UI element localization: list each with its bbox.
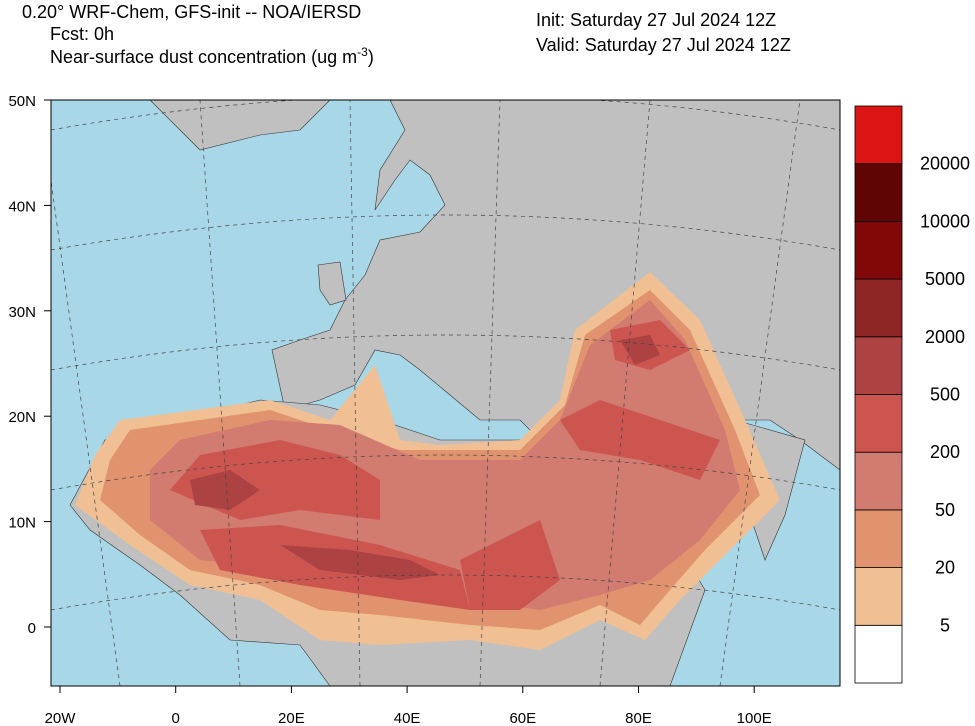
colorbar-label: 20000 bbox=[920, 154, 970, 174]
colorbar-box bbox=[854, 336, 903, 395]
colorbar-box bbox=[854, 509, 903, 568]
colorbar-box bbox=[854, 567, 903, 626]
colorbar-label: 2000 bbox=[925, 327, 965, 347]
valid-time: Valid: Saturday 27 Jul 2024 12Z bbox=[536, 35, 791, 55]
colorbar-label: 5 bbox=[940, 615, 950, 635]
lon-label: 60E bbox=[509, 710, 536, 726]
colorbar-box bbox=[854, 220, 903, 280]
lat-label: 40N bbox=[8, 198, 36, 215]
field: Near-surface dust concentration (ug m-3) bbox=[50, 45, 374, 67]
map bbox=[51, 100, 840, 686]
lon-label: 40E bbox=[394, 710, 421, 726]
init-time: Init: Saturday 27 Jul 2024 12Z bbox=[536, 10, 776, 30]
field-close: ) bbox=[368, 47, 374, 67]
colorbar-box bbox=[854, 624, 903, 684]
colorbar-label: 500 bbox=[930, 385, 960, 405]
lon-label: 20E bbox=[278, 710, 305, 726]
lon-label: 80E bbox=[625, 710, 652, 726]
lat-label: 20N bbox=[8, 409, 36, 426]
lat-label: 0 bbox=[28, 620, 36, 637]
map-frame bbox=[50, 99, 841, 687]
axes: 50N 40N 30N 20N 10N 0 20W 0 20E 40E 60E 80E 100E bbox=[8, 93, 771, 726]
colorbar-box bbox=[854, 105, 903, 165]
forecast: Fcst: 0h bbox=[50, 24, 114, 44]
title: 0.20° WRF-Chem, GFS-init -- NOA/IERSD bbox=[22, 2, 361, 22]
dust bbox=[75, 272, 780, 650]
lon-label: 20W bbox=[45, 710, 77, 726]
colorbar-label: 20 bbox=[935, 558, 955, 578]
colorbar-box bbox=[854, 278, 903, 338]
colorbar-box bbox=[854, 163, 903, 222]
colorbar-label: 5000 bbox=[925, 269, 965, 289]
colorbar: 5 20 50 200 500 2000 5000 10000 20000 bbox=[854, 105, 970, 684]
colorbar-label: 50 bbox=[935, 500, 955, 520]
colorbar-label: 10000 bbox=[920, 211, 970, 231]
lat-label: 10N bbox=[8, 515, 36, 532]
lon-label: 0 bbox=[172, 710, 180, 726]
colorbar-box bbox=[854, 451, 903, 511]
lon-label: 100E bbox=[737, 710, 772, 726]
colorbar-label: 200 bbox=[930, 442, 960, 462]
field-exp: -3 bbox=[357, 45, 368, 59]
lat-label: 50N bbox=[8, 93, 36, 110]
lat-label: 30N bbox=[8, 304, 36, 321]
colorbar-box bbox=[854, 394, 903, 453]
graticule bbox=[51, 100, 840, 686]
field-text: Near-surface dust concentration (ug m bbox=[50, 47, 357, 67]
